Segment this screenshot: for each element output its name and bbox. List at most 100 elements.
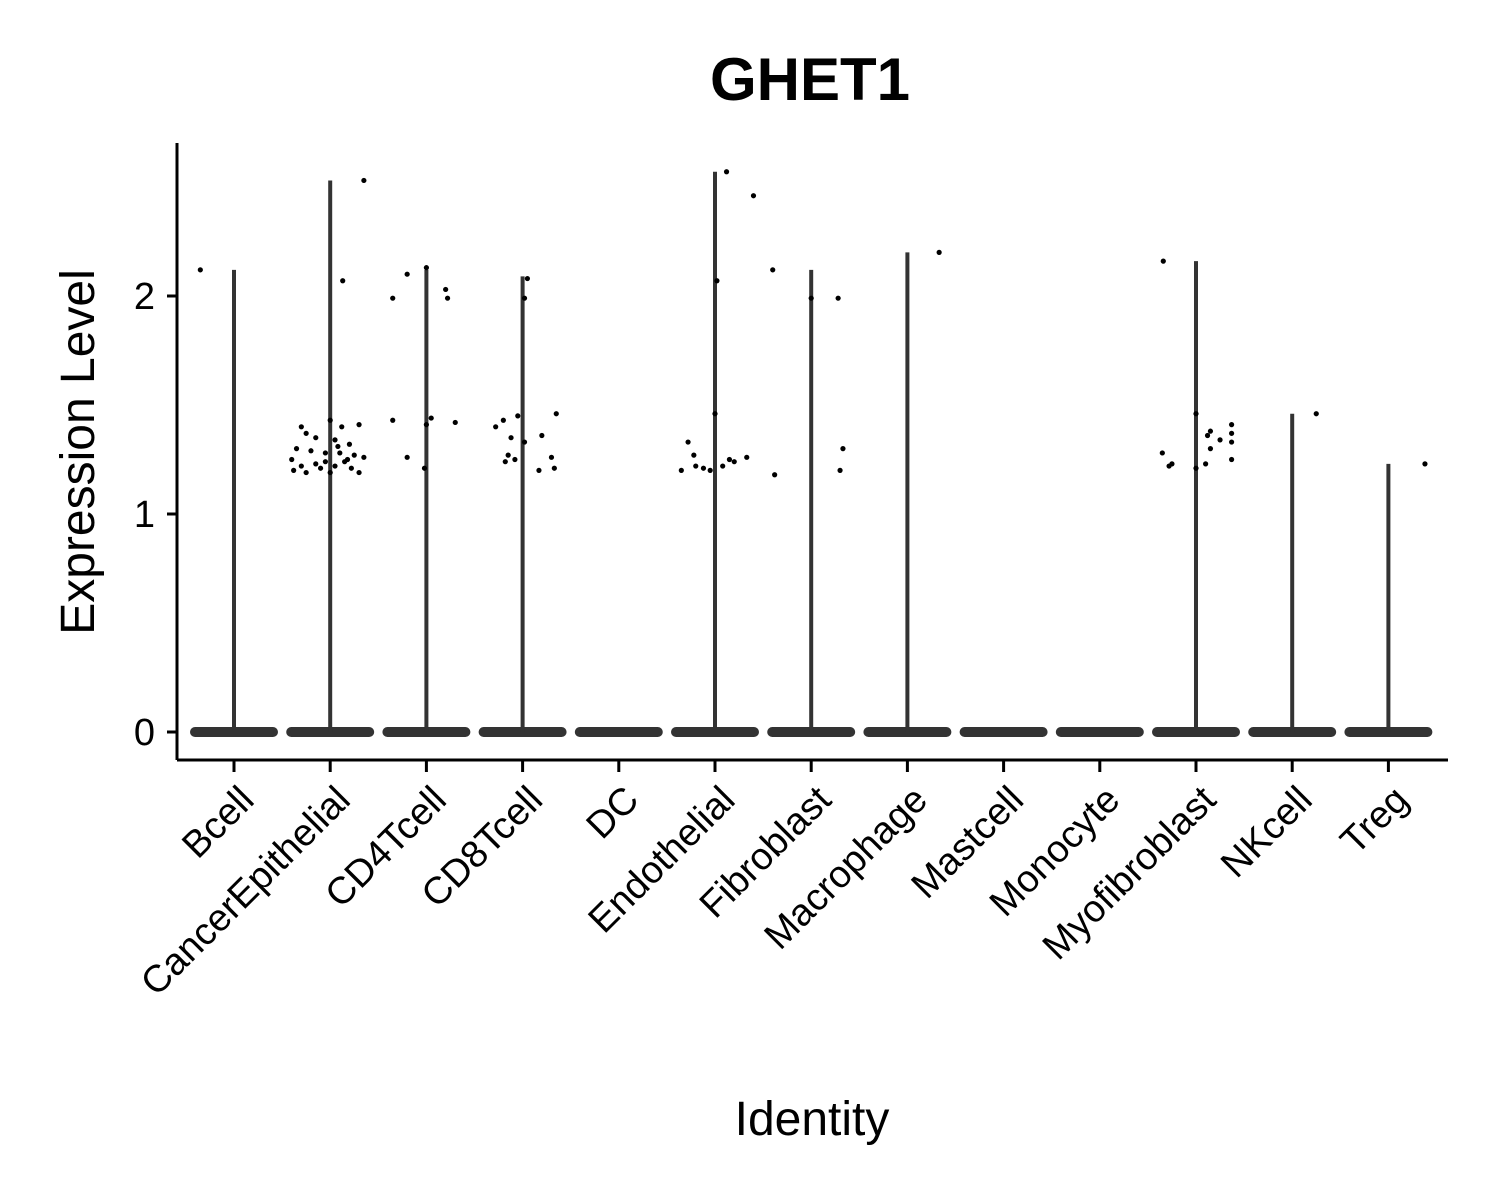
data-point xyxy=(744,454,750,460)
data-point xyxy=(493,424,499,430)
data-point xyxy=(291,467,297,473)
data-point xyxy=(515,413,521,419)
x-axis-title: Identity xyxy=(735,1093,890,1146)
data-point xyxy=(293,446,300,452)
data-point xyxy=(512,456,518,463)
data-point xyxy=(327,469,333,476)
data-point xyxy=(808,295,814,301)
data-point xyxy=(344,456,351,463)
violin-Monocyte xyxy=(1055,727,1144,737)
data-point xyxy=(770,267,776,273)
violin-DC xyxy=(574,727,663,737)
data-point xyxy=(452,419,458,426)
data-point xyxy=(720,463,726,469)
violin-base xyxy=(1055,727,1144,737)
x-tick-label: NKcell xyxy=(1213,779,1320,886)
data-point xyxy=(356,469,362,476)
data-point xyxy=(723,169,730,175)
data-point xyxy=(707,467,713,473)
violin-Treg xyxy=(1344,461,1433,737)
chart-title: GHET1 xyxy=(710,46,910,113)
data-point xyxy=(700,465,707,471)
data-point xyxy=(1204,432,1211,439)
data-point xyxy=(1313,411,1319,417)
x-tick-label: Myofibroblast xyxy=(1035,778,1225,968)
data-point xyxy=(337,450,343,456)
violin-Bcell xyxy=(190,267,278,737)
data-point xyxy=(712,411,718,417)
data-point xyxy=(837,467,843,473)
data-point xyxy=(1207,446,1214,452)
data-point xyxy=(332,463,338,469)
data-point xyxy=(332,437,338,443)
data-point xyxy=(356,422,362,428)
violin-CancerEpithelial xyxy=(286,177,375,737)
data-point xyxy=(1217,437,1223,443)
data-point xyxy=(1228,422,1235,428)
data-point xyxy=(351,452,357,458)
y-tick-label: 0 xyxy=(134,712,155,754)
data-point xyxy=(1159,450,1165,456)
violin-CD8Tcell xyxy=(478,275,567,737)
data-point xyxy=(197,267,203,273)
data-point xyxy=(731,459,737,465)
data-point xyxy=(536,467,542,473)
data-point xyxy=(551,465,557,471)
data-point xyxy=(390,295,396,301)
data-point xyxy=(423,422,429,428)
violin-CD4Tcell xyxy=(382,265,471,737)
data-point xyxy=(714,278,720,284)
data-point xyxy=(1207,428,1214,434)
violin-Fibroblast xyxy=(767,267,856,737)
data-point xyxy=(421,465,428,471)
plot-area xyxy=(190,169,1433,737)
data-point xyxy=(840,446,846,452)
x-tick-label: Treg xyxy=(1333,779,1417,863)
data-point xyxy=(339,424,345,430)
data-point xyxy=(303,430,309,436)
data-point xyxy=(1228,430,1235,436)
y-axis-title: Expression Level xyxy=(52,269,105,635)
data-point xyxy=(726,456,733,463)
data-point xyxy=(1193,411,1199,417)
data-point xyxy=(313,435,319,441)
data-point xyxy=(693,463,699,469)
data-point xyxy=(404,454,410,460)
data-point xyxy=(500,417,506,423)
data-point xyxy=(348,465,354,471)
data-point xyxy=(750,193,757,199)
y-tick-label: 2 xyxy=(134,276,155,318)
violin-base xyxy=(574,727,663,737)
data-point xyxy=(1228,439,1235,445)
data-point xyxy=(327,417,333,423)
data-point xyxy=(313,461,319,467)
data-point xyxy=(685,439,691,445)
data-point xyxy=(289,456,295,463)
violin-base xyxy=(959,727,1048,737)
data-point xyxy=(678,467,684,473)
data-point xyxy=(444,295,451,301)
data-point xyxy=(317,465,324,471)
data-point xyxy=(1193,465,1199,471)
data-point xyxy=(772,472,778,478)
data-point xyxy=(298,463,304,469)
data-point xyxy=(1166,463,1172,469)
data-point xyxy=(443,286,449,293)
data-point xyxy=(340,278,346,284)
violin-Myofibroblast xyxy=(1152,258,1240,737)
violin-Mastcell xyxy=(959,727,1048,737)
data-point xyxy=(322,450,328,456)
data-point xyxy=(936,249,942,255)
data-point xyxy=(1228,456,1235,463)
data-point xyxy=(346,441,353,447)
data-point xyxy=(390,417,396,423)
data-point xyxy=(539,432,545,439)
x-tick-label: DC xyxy=(579,779,648,848)
data-point xyxy=(553,411,559,417)
data-point xyxy=(524,275,531,282)
data-point xyxy=(1203,461,1209,467)
data-point xyxy=(548,454,555,460)
data-point xyxy=(835,295,841,301)
data-point xyxy=(335,443,341,450)
